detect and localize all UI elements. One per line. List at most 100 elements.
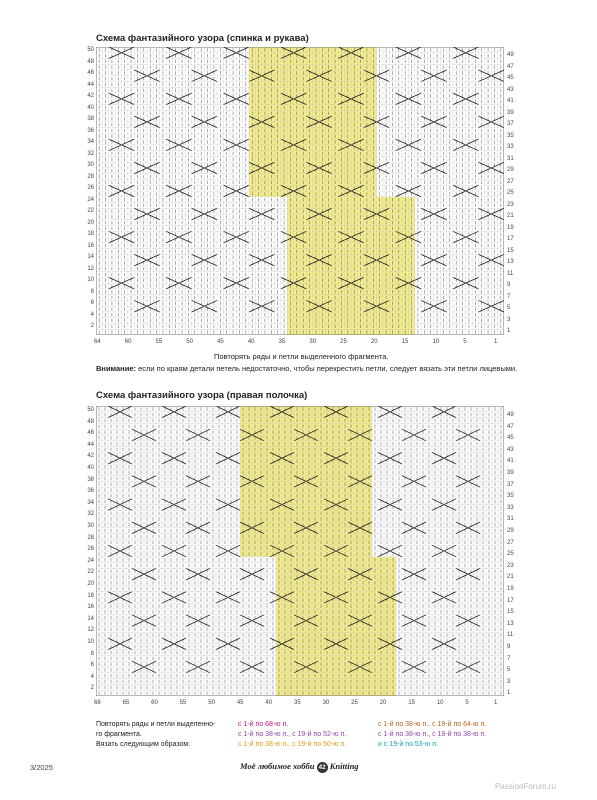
row-number: 16: [87, 604, 94, 611]
row-number: 13: [507, 259, 514, 265]
row-number: 29: [507, 167, 514, 173]
row-number: 25: [507, 551, 514, 558]
row-number: 18: [87, 231, 94, 237]
row-number: 33: [507, 504, 514, 511]
legend-item-pink: с 1-й по 68-ю п.: [238, 721, 289, 728]
row-number: 42: [87, 453, 94, 460]
row-number: 12: [87, 627, 94, 634]
row-number: 8: [90, 288, 94, 295]
row-number: 36: [87, 127, 94, 134]
legend-line-3: Вязать следующим образом:: [96, 741, 191, 748]
row-number: 17: [507, 236, 514, 242]
row-number: 21: [507, 213, 514, 219]
row-number: 7: [507, 293, 511, 300]
column-number: 5: [463, 339, 467, 345]
issue-number: 3/2025: [30, 763, 53, 772]
page-number: 42: [316, 762, 328, 773]
column-number: 50: [186, 339, 193, 345]
row-number: 50: [87, 47, 94, 53]
row-number: 24: [87, 196, 94, 203]
row-number: 5: [507, 667, 511, 674]
chart1-grid: [96, 47, 504, 335]
column-number: 65: [122, 700, 130, 706]
column-number: 45: [236, 700, 244, 706]
column-number: 60: [124, 339, 132, 345]
row-number: 31: [507, 516, 514, 523]
row-number: 20: [87, 581, 94, 587]
column-number: 25: [351, 700, 358, 706]
column-number: 35: [278, 339, 286, 345]
row-number: 38: [87, 116, 94, 122]
row-number: 28: [87, 173, 94, 180]
column-number: 5: [465, 700, 469, 706]
row-number: 9: [507, 282, 511, 288]
row-number: 23: [507, 201, 514, 208]
legend-item-brown: с 1-й по 38-ю п., с 19-й по 64-ю п.: [378, 721, 487, 728]
row-number: 30: [87, 523, 94, 529]
row-number: 35: [507, 132, 514, 139]
row-number: 40: [87, 465, 94, 471]
legend-line-1: Повторять ряды и петли выделенно-: [96, 721, 216, 728]
row-number: 31: [507, 155, 514, 162]
row-number: 37: [507, 481, 514, 488]
row-number: 3: [507, 678, 511, 685]
row-number: 28: [87, 534, 94, 541]
column-number: 60: [151, 700, 158, 706]
chart1-title: Схема фантазийного узора (спинка и рукав…: [96, 33, 309, 44]
row-number: 1: [507, 328, 511, 334]
row-number: 12: [87, 265, 94, 272]
row-number: 22: [87, 569, 94, 576]
column-number: 25: [340, 339, 347, 345]
row-number: 3: [507, 316, 511, 323]
row-number: 39: [507, 470, 514, 476]
legend-item-violet: с 1-й по 38-ю п., с 19-й по 38-ю п.: [378, 731, 487, 738]
row-number: 14: [87, 254, 94, 260]
row-number: 29: [507, 528, 514, 534]
row-number: 11: [507, 270, 514, 277]
row-number: 49: [507, 412, 514, 418]
row-number: 10: [87, 639, 94, 645]
row-number: 34: [87, 499, 94, 506]
chart2-title: Схема фантазийного узора (правая полочка…: [96, 390, 308, 401]
column-number: 30: [309, 339, 317, 345]
row-number: 6: [90, 300, 94, 306]
row-number: 46: [87, 430, 94, 437]
row-number: 16: [87, 242, 94, 249]
column-number: 1: [494, 700, 498, 706]
row-number: 30: [87, 162, 94, 168]
row-number: 6: [90, 662, 94, 669]
row-number: 42: [87, 93, 94, 99]
row-number: 11: [507, 632, 514, 639]
row-number: 37: [507, 121, 514, 127]
row-number: 7: [507, 655, 511, 662]
row-number: 21: [507, 574, 514, 581]
row-number: 26: [87, 185, 94, 191]
row-number: 13: [507, 620, 514, 627]
column-number: 1: [494, 339, 498, 345]
row-number: 48: [87, 418, 94, 425]
row-number: 33: [507, 144, 514, 150]
column-number: 64: [94, 339, 101, 345]
row-number: 43: [507, 446, 514, 453]
watermark: PassionForum.ru: [495, 782, 556, 791]
row-number: 32: [87, 150, 94, 157]
legend-item-orange: с 1-й по 38-ю п., с 19-й по 50-ю п.: [238, 741, 347, 748]
row-number: 43: [507, 86, 514, 93]
row-number: 19: [507, 224, 514, 231]
row-number: 41: [507, 458, 514, 465]
attention-label: Внимание:: [96, 364, 136, 373]
column-number: 30: [322, 700, 330, 706]
row-number: 15: [507, 247, 514, 254]
row-number: 22: [87, 208, 94, 214]
row-number: 48: [87, 58, 94, 65]
column-number: 40: [247, 339, 255, 345]
legend-item-purple: с 1-й по 38-ю п., с 19-й по 52-ю п.: [238, 731, 347, 738]
column-number: 20: [379, 700, 387, 706]
row-number: 50: [87, 407, 94, 413]
row-number: 19: [507, 586, 514, 592]
attention-text: если по краям детали петель недостаточно…: [136, 364, 518, 373]
row-number: 45: [507, 75, 514, 81]
row-number: 41: [507, 98, 514, 104]
row-number: 4: [90, 311, 94, 318]
row-number: 18: [87, 592, 94, 599]
